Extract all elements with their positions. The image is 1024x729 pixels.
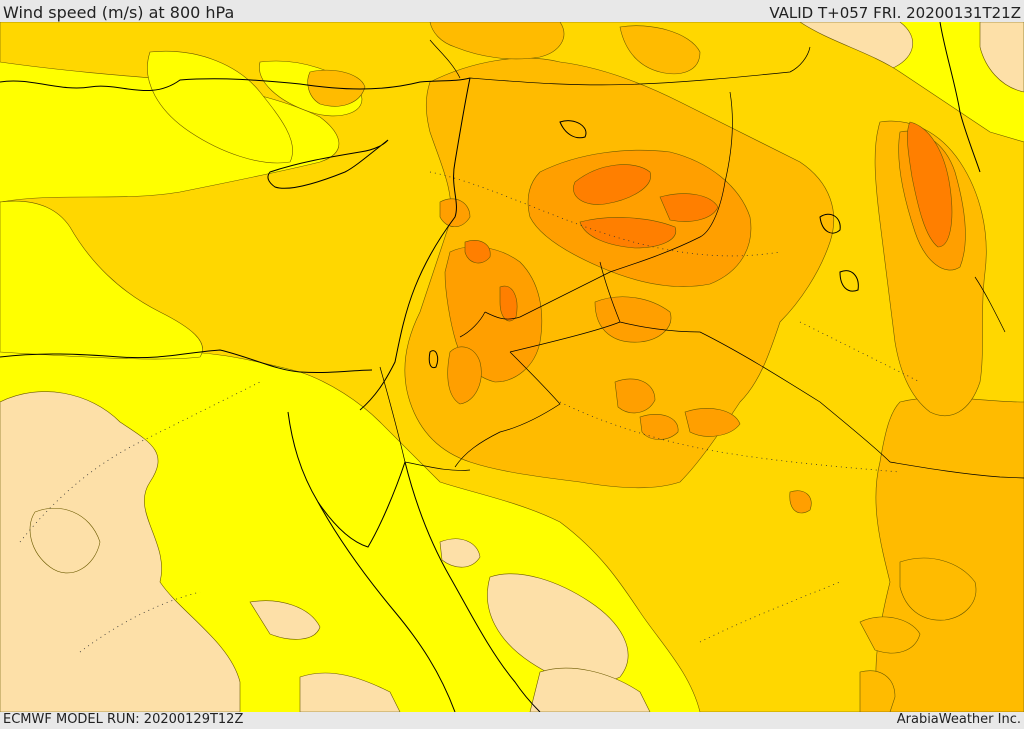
wind-speed-map [0,22,1024,712]
coastlines [0,22,981,712]
valid-time: VALID T+057 FRI. 20200131T21Z [769,4,1021,22]
map-footer: ECMWF MODEL RUN: 20200129T12Z ArabiaWeat… [0,712,1024,729]
dotted-contours [19,171,921,653]
country-borders [379,39,1024,479]
brand-label: ArabiaWeather Inc. [896,712,1021,727]
zone-very-strong [464,121,953,322]
map-canvas [0,22,1024,712]
model-run-label: ECMWF MODEL RUN: 20200129T12Z [3,712,244,727]
zone-calm [0,22,1024,712]
map-header: Wind speed (m/s) at 800 hPa VALID T+057 … [0,0,1024,22]
map-title: Wind speed (m/s) at 800 hPa [3,3,235,22]
